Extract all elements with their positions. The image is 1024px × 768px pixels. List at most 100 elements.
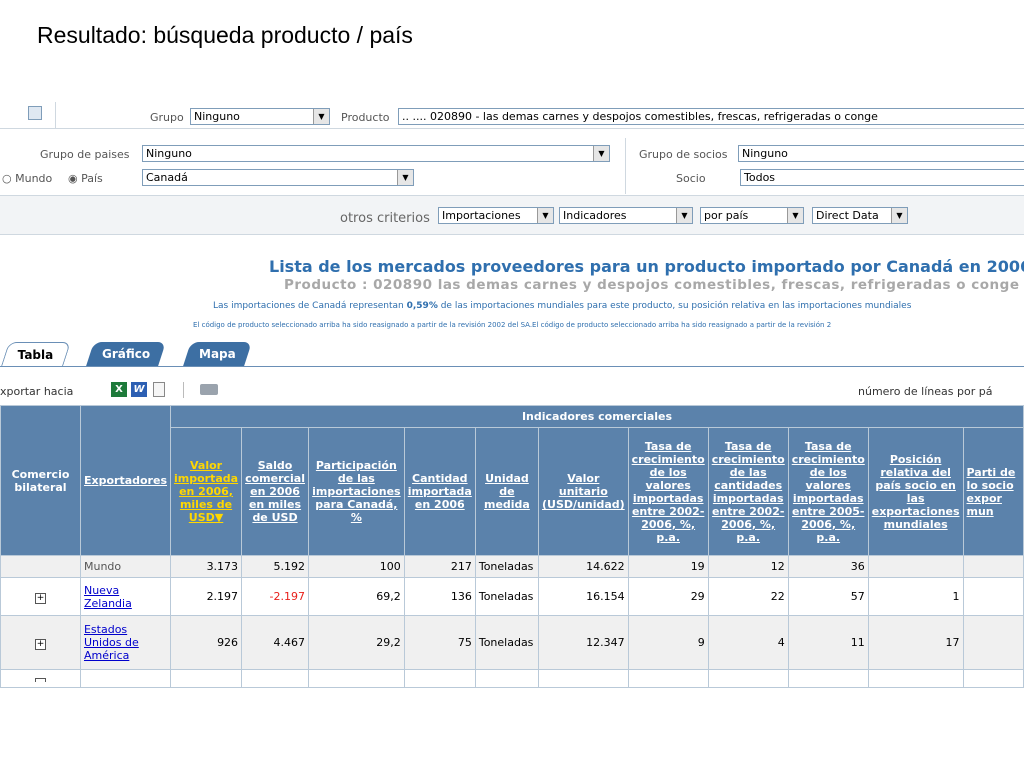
col-unidad[interactable]: Unidad de medida [474,427,540,556]
cell: Toneladas [474,615,540,670]
cell: 12 [707,555,789,578]
grupo-paises-select[interactable]: Ninguno ▼ [142,145,610,162]
cell: 57 [787,577,869,616]
report-note: Las importaciones de Canadá representan … [213,301,912,311]
col-posicion-relativa[interactable]: Posición relativa del país socio en las … [867,427,964,556]
exporter-link[interactable]: Estados Unidos de América [83,623,139,662]
grupo-paises-label: Grupo de paises [40,148,130,161]
table-row: + Estados Unidos de América 926 4.467 29… [0,615,1024,670]
by-country-select[interactable]: por país ▼ [700,207,804,224]
cell [867,555,964,578]
pais-select[interactable]: Canadá ▼ [142,169,414,186]
cell: 69,2 [307,577,405,616]
cell: 29 [627,577,709,616]
dropdown-arrow-icon: ▼ [397,170,413,185]
cell: 2.197 [169,577,243,616]
print-icon[interactable] [200,384,218,395]
expand-icon[interactable]: + [34,638,46,650]
trade-table: Comercio bilateral Exportadores Indicado… [0,405,1024,688]
cell: 22 [707,577,789,616]
cell: 3.173 [169,555,243,578]
col-valor-unitario[interactable]: Valor unitario (USD/unidad) [538,427,629,556]
cell [962,615,1024,670]
dropdown-arrow-icon: ▼ [676,208,692,223]
slide-title: Resultado: búsqueda producto / país [37,22,413,48]
producto-label: Producto [341,111,390,124]
expand-icon[interactable]: + [34,592,46,604]
grupo-socios-label: Grupo de socios [639,148,728,161]
cell: 4.467 [241,615,309,670]
col-tasa-valores-0506[interactable]: Tasa de crecimiento de los valores impor… [787,427,869,556]
pais-label: País [81,172,103,185]
cell [962,577,1024,616]
report-title: Lista de los mercados proveedores para u… [269,257,1024,276]
dropdown-arrow-icon: ▼ [891,208,907,223]
col-comercio-bilateral: Comercio bilateral [0,405,81,556]
mundo-label: Mundo [15,172,53,185]
cell [962,555,1024,578]
text-file-icon[interactable] [153,382,165,397]
excel-icon[interactable]: X [111,382,127,397]
cell: 5.192 [241,555,309,578]
word-icon[interactable]: W [131,382,147,397]
exporter-link[interactable]: Nueva Zelandia [83,583,132,610]
lines-per-page-label: número de líneas por pá [858,385,993,398]
cell: 75 [403,615,476,670]
direct-data-select[interactable]: Direct Data ▼ [812,207,908,224]
exporter-name: Mundo [79,555,172,578]
help-icon[interactable] [28,106,42,120]
indicators-select[interactable]: Indicadores ▼ [559,207,693,224]
col-exportadores[interactable]: Exportadores [79,405,172,556]
pais-radio[interactable]: ◉ País [68,172,103,185]
cell: Toneladas [474,577,540,616]
table-row-partial [0,669,1024,688]
dropdown-arrow-icon: ▼ [313,109,329,124]
cell: Toneladas [474,555,540,578]
cell: -2.197 [241,577,309,616]
dropdown-arrow-icon: ▼ [537,208,553,223]
cell: 100 [307,555,405,578]
dropdown-arrow-icon: ▼ [593,146,609,161]
tradeflow-select[interactable]: Importaciones ▼ [438,207,554,224]
socio-select[interactable]: Todos [740,169,1024,186]
col-tasa-valores-0206[interactable]: Tasa de crecimiento de los valores impor… [627,427,709,556]
col-participacion-socio[interactable]: Parti de lo socio expor mun [962,427,1024,556]
cell: 4 [707,615,789,670]
cell: 19 [627,555,709,578]
cell: 1 [867,577,964,616]
cell: 16.154 [538,577,629,616]
col-cantidad[interactable]: Cantidad importada en 2006 [403,427,476,556]
trade-map-app: Grupo Ninguno ▼ Producto .. .... 020890 -… [0,100,1024,690]
divider [0,234,1024,235]
report-note-small: El código de producto seleccionado arrib… [193,321,832,329]
export-label: xportar hacia [0,385,74,398]
tab-baseline [0,366,1024,367]
cell: 14.622 [538,555,629,578]
divider [0,128,1024,129]
cell: 217 [403,555,476,578]
cell: 17 [867,615,964,670]
grupo-socios-select[interactable]: Ninguno [738,145,1024,162]
producto-select[interactable]: .. .... 020890 - las demas carnes y desp… [398,108,1024,125]
cell: 29,2 [307,615,405,670]
cell: 36 [787,555,869,578]
divider [0,195,1024,196]
socio-label: Socio [676,172,706,185]
grupo-select[interactable]: Ninguno ▼ [190,108,330,125]
divider [625,138,626,194]
otros-criterios-label: otros criterios [340,211,430,226]
toolbar-separator [183,382,184,398]
tab-tabla[interactable]: Tabla [1,342,71,366]
tab-grafico[interactable]: Gráfico [86,342,167,366]
indicadores-group-header: Indicadores comerciales [170,405,1024,428]
cell: 12.347 [538,615,629,670]
col-valor-importada[interactable]: Valor importada en 2006, miles de USD▼ [169,427,243,556]
cell: 136 [403,577,476,616]
mundo-radio[interactable]: ○ Mundo [2,172,53,185]
tab-mapa[interactable]: Mapa [183,342,252,366]
col-tasa-cantidades-0206[interactable]: Tasa de crecimiento de las cantidades im… [707,427,789,556]
col-participacion[interactable]: Participación de las importaciones para … [307,427,405,556]
grupo-label: Grupo [150,111,184,124]
expand-icon[interactable] [34,678,46,682]
col-saldo-comercial[interactable]: Saldo comercial en 2006 en miles de USD [241,427,309,556]
